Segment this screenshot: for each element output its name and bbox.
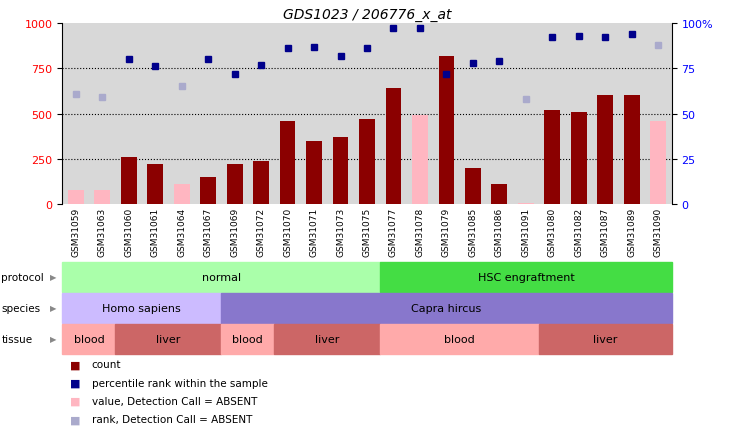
Bar [380,263,672,292]
Bar [147,165,163,205]
Text: protocol: protocol [1,273,44,282]
Text: ■: ■ [70,378,80,388]
Text: Homo sapiens: Homo sapiens [103,303,181,313]
Text: HSC engraftment: HSC engraftment [478,273,574,282]
Text: blood: blood [444,334,475,344]
Bar [333,138,349,205]
Text: liver: liver [315,334,339,344]
Bar [624,96,640,205]
Bar [62,293,222,323]
Text: Capra hircus: Capra hircus [411,303,482,313]
Text: ▶: ▶ [51,273,57,282]
Bar [597,96,614,205]
Text: count: count [92,360,121,369]
Bar [68,191,84,205]
Text: ■: ■ [70,360,80,369]
Text: value, Detection Call = ABSENT: value, Detection Call = ABSENT [92,396,257,406]
Text: ▶: ▶ [51,304,57,312]
Bar [94,191,110,205]
Bar [120,158,137,205]
Text: percentile rank within the sample: percentile rank within the sample [92,378,268,388]
Bar [306,141,322,205]
Text: ■: ■ [70,396,80,406]
Text: blood: blood [73,334,104,344]
Title: GDS1023 / 206776_x_at: GDS1023 / 206776_x_at [283,7,451,21]
Text: liver: liver [593,334,617,344]
Bar [650,122,666,205]
Bar [571,112,587,205]
Bar [412,116,428,205]
Bar [492,185,507,205]
Text: liver: liver [156,334,181,344]
Text: ▶: ▶ [51,335,57,343]
Bar [115,324,222,354]
Bar [280,122,296,205]
Bar [275,324,380,354]
Bar [438,56,454,205]
Bar [222,324,275,354]
Bar [539,324,672,354]
Bar [227,165,242,205]
Bar [359,120,375,205]
Text: normal: normal [202,273,241,282]
Bar [222,293,672,323]
Bar [545,111,560,205]
Text: rank, Detection Call = ABSENT: rank, Detection Call = ABSENT [92,414,252,424]
Bar [385,89,401,205]
Text: ■: ■ [70,414,80,424]
Text: tissue: tissue [1,334,32,344]
Bar [62,263,380,292]
Bar [518,203,534,205]
Text: species: species [1,303,40,313]
Bar [380,324,539,354]
Bar [174,185,189,205]
Bar [200,178,216,205]
Bar [465,169,481,205]
Bar [253,161,269,205]
Text: blood: blood [233,334,264,344]
Bar [62,324,115,354]
